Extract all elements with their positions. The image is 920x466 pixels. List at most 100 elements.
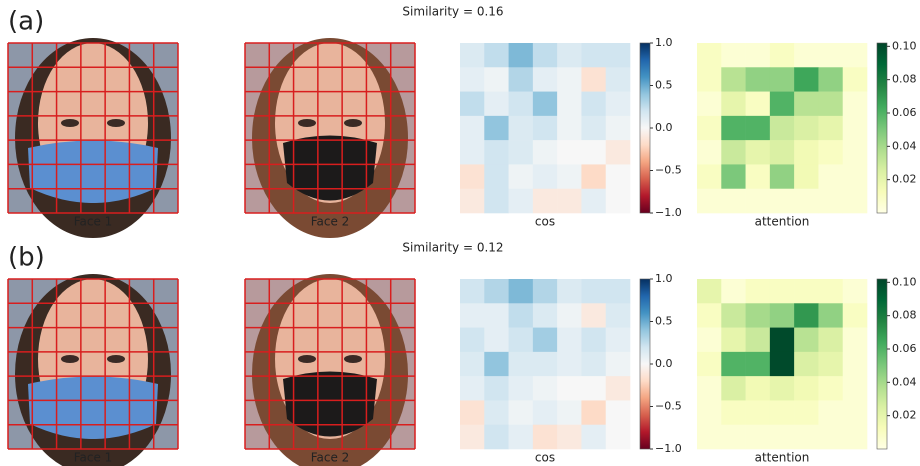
heatmap-cell [581, 91, 607, 117]
heatmap-cell [484, 400, 509, 426]
heatmap-cell [769, 303, 795, 328]
colorbar [639, 42, 651, 214]
heatmap-cell [842, 188, 868, 214]
colorbar-tick-label: −1.0 [655, 442, 682, 455]
heatmap-cell [721, 303, 746, 328]
heatmap-cell [508, 351, 534, 377]
heatmap-cell [532, 424, 558, 450]
heatmap-cell [842, 115, 868, 141]
heatmap-cell [721, 327, 746, 353]
heatmap-cell [605, 400, 631, 426]
heatmap-cell [557, 351, 582, 377]
heatmap-cell [557, 91, 582, 117]
heatmap-cell [769, 327, 795, 353]
heatmap-cell [818, 303, 844, 328]
heatmap-cell [818, 424, 844, 450]
heatmap-cell [697, 424, 722, 450]
heatmap-cell [581, 164, 607, 190]
heatmap-cell [557, 279, 582, 304]
heatmap-cell [721, 188, 746, 214]
eye [61, 355, 79, 363]
heatmap-cell [745, 303, 771, 328]
heatmap-cell [842, 279, 868, 304]
heatmap-cell [745, 164, 771, 190]
heatmap-cell [721, 400, 746, 426]
heatmap-cell [557, 43, 582, 68]
heatmap-cell [581, 424, 607, 450]
heatmap-cell [769, 140, 795, 165]
heatmap-cell [721, 43, 746, 68]
heatmap-cell [557, 303, 582, 328]
heatmap-cell [508, 400, 534, 426]
colorbar-tick-label: 0.04 [892, 375, 917, 388]
colorbar-tick-label: 0.5 [655, 79, 673, 92]
heatmap-cell [697, 376, 722, 401]
heatmap-cell [794, 43, 819, 68]
heatmap-cell [769, 67, 795, 92]
heatmap-cell [842, 400, 868, 426]
heatmap-cell [794, 327, 819, 353]
heatmap-cell [818, 188, 844, 214]
colorbar-tick-label: −0.5 [655, 164, 682, 177]
face-photo [7, 274, 179, 466]
heatmap-cell [697, 43, 722, 68]
heatmap-cell [769, 400, 795, 426]
heatmap-cell [532, 400, 558, 426]
heatmap-cell [721, 140, 746, 165]
heatmap-cell [557, 164, 582, 190]
heatmap-cell [745, 351, 771, 377]
heatmap-cell [605, 43, 631, 68]
heatmap-cell [581, 43, 607, 68]
heatmap-cell [484, 351, 509, 377]
heatmap-cell [745, 140, 771, 165]
heatmap-cell [581, 115, 607, 141]
heatmap-cell [745, 67, 771, 92]
heatmap-cell [484, 164, 509, 190]
heatmap-cell [508, 91, 534, 117]
eye [298, 355, 316, 363]
heatmap-cell [769, 91, 795, 117]
heatmap-cell [581, 400, 607, 426]
heatmap-cell [769, 424, 795, 450]
heatmap-cell [557, 376, 582, 401]
heatmap-cell [794, 351, 819, 377]
heatmap-label: attention [755, 215, 810, 229]
panel-label: (b) [8, 243, 45, 273]
colorbar-tick-label: 0.06 [892, 106, 917, 119]
colorbar [876, 278, 888, 450]
heatmap-cell [721, 376, 746, 401]
heatmap-label: attention [755, 451, 810, 465]
heatmap-cell [484, 91, 509, 117]
face-label: Face 1 [74, 215, 113, 229]
heatmap-cell [460, 303, 485, 328]
heatmap-cell [581, 140, 607, 165]
heatmap-cell [532, 115, 558, 141]
heatmap-cell [697, 327, 722, 353]
heatmap-cell [697, 279, 722, 304]
heatmap-cell [508, 115, 534, 141]
heatmap-cell [532, 67, 558, 92]
eye [107, 355, 125, 363]
face-photo [244, 38, 416, 238]
face-label: Face 2 [311, 215, 350, 229]
heatmap-cell [557, 140, 582, 165]
heatmap-cell [697, 188, 722, 214]
heatmap-cell [484, 327, 509, 353]
heatmap-cell [745, 279, 771, 304]
colorbar-tick-label: 0.10 [892, 39, 917, 52]
heatmap-cell [745, 424, 771, 450]
heatmap-cell [460, 164, 485, 190]
heatmap-cell [532, 351, 558, 377]
heatmap-cell [842, 327, 868, 353]
colorbar-tick-label: 0.5 [655, 315, 673, 328]
heatmap-cell [508, 279, 534, 304]
heatmap-cell [508, 424, 534, 450]
colorbar-tick-label: −0.5 [655, 400, 682, 413]
heatmap-cell [842, 140, 868, 165]
heatmap-cell [818, 91, 844, 117]
mask [283, 135, 377, 201]
heatmap-cell [605, 140, 631, 165]
heatmap-cell [818, 140, 844, 165]
heatmap-label: cos [535, 215, 555, 229]
